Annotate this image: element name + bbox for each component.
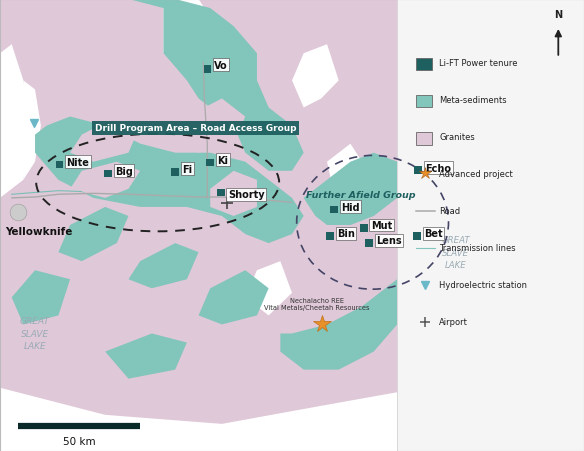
Polygon shape [35, 36, 93, 81]
FancyBboxPatch shape [366, 240, 373, 247]
Text: Drill Program Area – Road Access Group: Drill Program Area – Road Access Group [95, 124, 297, 133]
Text: Transmission lines: Transmission lines [439, 244, 516, 253]
Text: Li-FT Power tenure: Li-FT Power tenure [439, 59, 517, 68]
FancyBboxPatch shape [104, 170, 112, 178]
Polygon shape [23, 81, 41, 180]
Text: Hid: Hid [341, 202, 360, 212]
Text: Granites: Granites [439, 133, 475, 142]
FancyBboxPatch shape [326, 233, 334, 240]
Polygon shape [0, 45, 29, 198]
FancyBboxPatch shape [415, 167, 422, 175]
FancyBboxPatch shape [416, 96, 432, 108]
Polygon shape [245, 262, 292, 316]
Polygon shape [0, 0, 397, 451]
Polygon shape [70, 117, 140, 162]
Polygon shape [12, 271, 70, 325]
Polygon shape [199, 271, 269, 325]
Text: Big: Big [115, 166, 133, 176]
FancyBboxPatch shape [416, 59, 432, 71]
Polygon shape [105, 334, 187, 379]
Polygon shape [58, 207, 128, 262]
Text: Echo: Echo [425, 163, 451, 173]
Text: Fi: Fi [182, 165, 192, 175]
Polygon shape [35, 117, 304, 244]
FancyBboxPatch shape [360, 225, 368, 232]
Text: Advanced project: Advanced project [439, 170, 513, 179]
Polygon shape [280, 280, 397, 370]
Text: Shorty: Shorty [228, 190, 265, 200]
FancyBboxPatch shape [416, 133, 432, 145]
Polygon shape [292, 45, 339, 108]
Polygon shape [304, 153, 397, 226]
Text: Lens: Lens [376, 236, 402, 246]
Text: Vo: Vo [214, 60, 228, 70]
FancyBboxPatch shape [55, 161, 63, 169]
Text: Bet: Bet [424, 229, 443, 239]
Text: Meta-sediments: Meta-sediments [439, 96, 507, 105]
Polygon shape [0, 388, 397, 451]
Text: Ki: Ki [217, 156, 228, 166]
Text: 50 km: 50 km [62, 436, 95, 446]
FancyBboxPatch shape [331, 206, 338, 214]
FancyBboxPatch shape [203, 66, 211, 74]
Polygon shape [210, 171, 257, 216]
Text: Nite: Nite [67, 157, 89, 167]
Polygon shape [175, 99, 245, 153]
Polygon shape [128, 244, 199, 289]
FancyBboxPatch shape [413, 233, 420, 240]
Text: Bin: Bin [337, 229, 355, 239]
Text: N: N [554, 10, 562, 20]
FancyBboxPatch shape [217, 189, 224, 197]
FancyBboxPatch shape [207, 159, 214, 167]
Polygon shape [70, 162, 140, 198]
Text: Further Afield Group: Further Afield Group [305, 190, 415, 199]
Text: GREAT
SLAVE
LAKE: GREAT SLAVE LAKE [441, 235, 470, 270]
Text: Airport: Airport [439, 318, 468, 327]
Text: Yellowknife: Yellowknife [5, 227, 72, 237]
FancyBboxPatch shape [172, 168, 179, 176]
Text: Hydroelectric station: Hydroelectric station [439, 281, 527, 290]
Polygon shape [164, 0, 187, 54]
Polygon shape [397, 0, 584, 451]
Text: Road: Road [439, 207, 460, 216]
Text: GREAT
SLAVE
LAKE: GREAT SLAVE LAKE [20, 317, 50, 351]
Polygon shape [187, 0, 216, 99]
Polygon shape [47, 0, 304, 171]
Polygon shape [327, 144, 368, 198]
Text: Mut: Mut [371, 221, 392, 230]
Text: Nechalacho REE
Vital Metals/Cheetah Resources: Nechalacho REE Vital Metals/Cheetah Reso… [264, 297, 369, 310]
